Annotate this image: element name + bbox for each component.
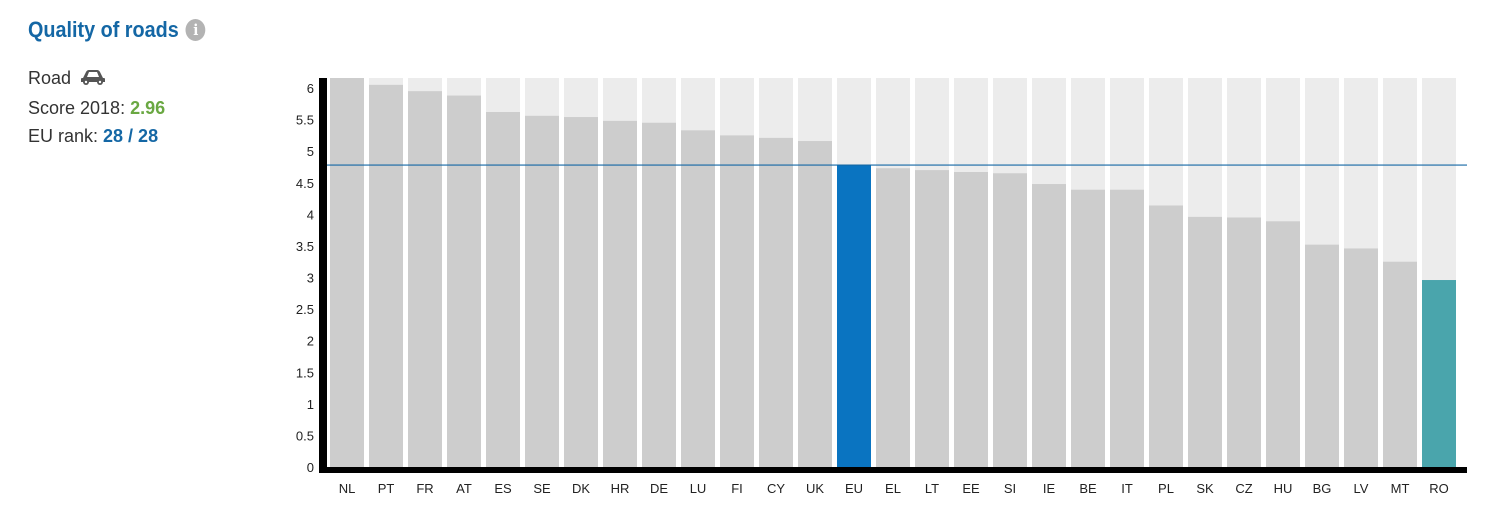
bar-fr	[408, 91, 442, 468]
car-icon	[80, 66, 106, 94]
score-value: 2.96	[130, 98, 166, 118]
x-tick-label-hu: HU	[1274, 481, 1293, 496]
x-tick-label-ie: IE	[1043, 481, 1056, 496]
x-tick-label-fr: FR	[416, 481, 433, 496]
x-tick-label-cz: CZ	[1235, 481, 1252, 496]
score-label: Score 2018:	[28, 98, 131, 118]
x-tick-label-se: SE	[533, 481, 551, 496]
y-tick-label: 0.5	[296, 428, 314, 443]
bar-lu	[681, 130, 715, 468]
x-tick-label-pt: PT	[378, 481, 395, 496]
mode-label: Road	[28, 68, 72, 88]
x-tick-label-es: ES	[494, 481, 512, 496]
x-tick-label-it: IT	[1121, 481, 1133, 496]
x-tick-label-bg: BG	[1313, 481, 1332, 496]
y-tick-label: 0	[307, 460, 314, 475]
x-tick-label-be: BE	[1079, 481, 1097, 496]
rank-value: 28 / 28	[103, 126, 159, 146]
x-tick-label-nl: NL	[339, 481, 356, 496]
x-tick-label-si: SI	[1004, 481, 1016, 496]
score-row: Score 2018: 2.96	[28, 94, 165, 122]
bar-cy	[759, 137, 793, 467]
rank-row: EU rank: 28 / 28	[28, 122, 165, 150]
bar-pt	[369, 84, 403, 467]
score-panel: Road Score 2018: 2.96 EU rank: 28 / 28	[28, 64, 165, 150]
bar-cz	[1227, 217, 1261, 467]
bar-it	[1110, 189, 1144, 467]
bar-fi	[720, 135, 754, 467]
bar-be	[1071, 189, 1105, 467]
x-tick-label-ro: RO	[1429, 481, 1449, 496]
x-tick-label-hr: HR	[611, 481, 630, 496]
mode-row: Road	[28, 64, 165, 94]
bar-de	[642, 122, 676, 467]
bar-uk	[798, 141, 832, 467]
bar-ee	[954, 172, 988, 468]
bar-ie	[1032, 184, 1066, 467]
x-tick-label-lv: LV	[1354, 481, 1369, 496]
bar-sk	[1188, 216, 1222, 467]
y-tick-label: 6	[307, 81, 314, 96]
bar-lt	[915, 170, 949, 467]
chart-title-text: Quality of roads	[28, 17, 179, 42]
y-tick-label: 1	[307, 397, 314, 412]
y-tick-label: 5	[307, 144, 314, 159]
x-axis-line	[319, 467, 1467, 473]
x-tick-label-sk: SK	[1196, 481, 1214, 496]
bar-eu	[837, 165, 871, 467]
info-icon[interactable]: i	[185, 19, 206, 41]
bar-at	[447, 95, 481, 467]
rank-label: EU rank:	[28, 126, 104, 146]
y-tick-label: 2.5	[296, 302, 314, 317]
x-tick-label-cy: CY	[767, 481, 785, 496]
bar-ro	[1422, 280, 1456, 467]
x-tick-label-lt: LT	[925, 481, 939, 496]
bar-dk	[564, 117, 598, 467]
bar-si	[993, 173, 1027, 467]
x-tick-label-fi: FI	[731, 481, 743, 496]
bar-nl	[330, 78, 364, 467]
bar-es	[486, 112, 520, 468]
x-tick-label-ee: EE	[962, 481, 980, 496]
y-tick-label: 3.5	[296, 239, 314, 254]
bar-lv	[1344, 248, 1378, 467]
x-tick-label-eu: EU	[845, 481, 863, 496]
x-tick-label-el: EL	[885, 481, 901, 496]
bar-hr	[603, 120, 637, 467]
bar-el	[876, 168, 910, 467]
bar-hu	[1266, 221, 1300, 467]
y-tick-label: 4	[307, 207, 314, 222]
y-tick-label: 3	[307, 271, 314, 286]
x-tick-label-dk: DK	[572, 481, 590, 496]
y-tick-label: 1.5	[296, 365, 314, 380]
chart-title: Quality of roads i	[28, 17, 206, 43]
x-tick-label-uk: UK	[806, 481, 824, 496]
bar-pl	[1149, 205, 1183, 468]
x-tick-label-pl: PL	[1158, 481, 1174, 496]
y-axis-line	[319, 78, 327, 473]
bar-mt	[1383, 261, 1417, 467]
x-tick-label-de: DE	[650, 481, 668, 496]
bar-se	[525, 115, 559, 467]
x-tick-label-lu: LU	[690, 481, 707, 496]
y-tick-label: 4.5	[296, 176, 314, 191]
bar-bg	[1305, 244, 1339, 467]
y-tick-label: 5.5	[296, 113, 314, 128]
y-tick-label: 2	[307, 334, 314, 349]
x-tick-label-at: AT	[456, 481, 472, 496]
x-tick-label-mt: MT	[1391, 481, 1410, 496]
